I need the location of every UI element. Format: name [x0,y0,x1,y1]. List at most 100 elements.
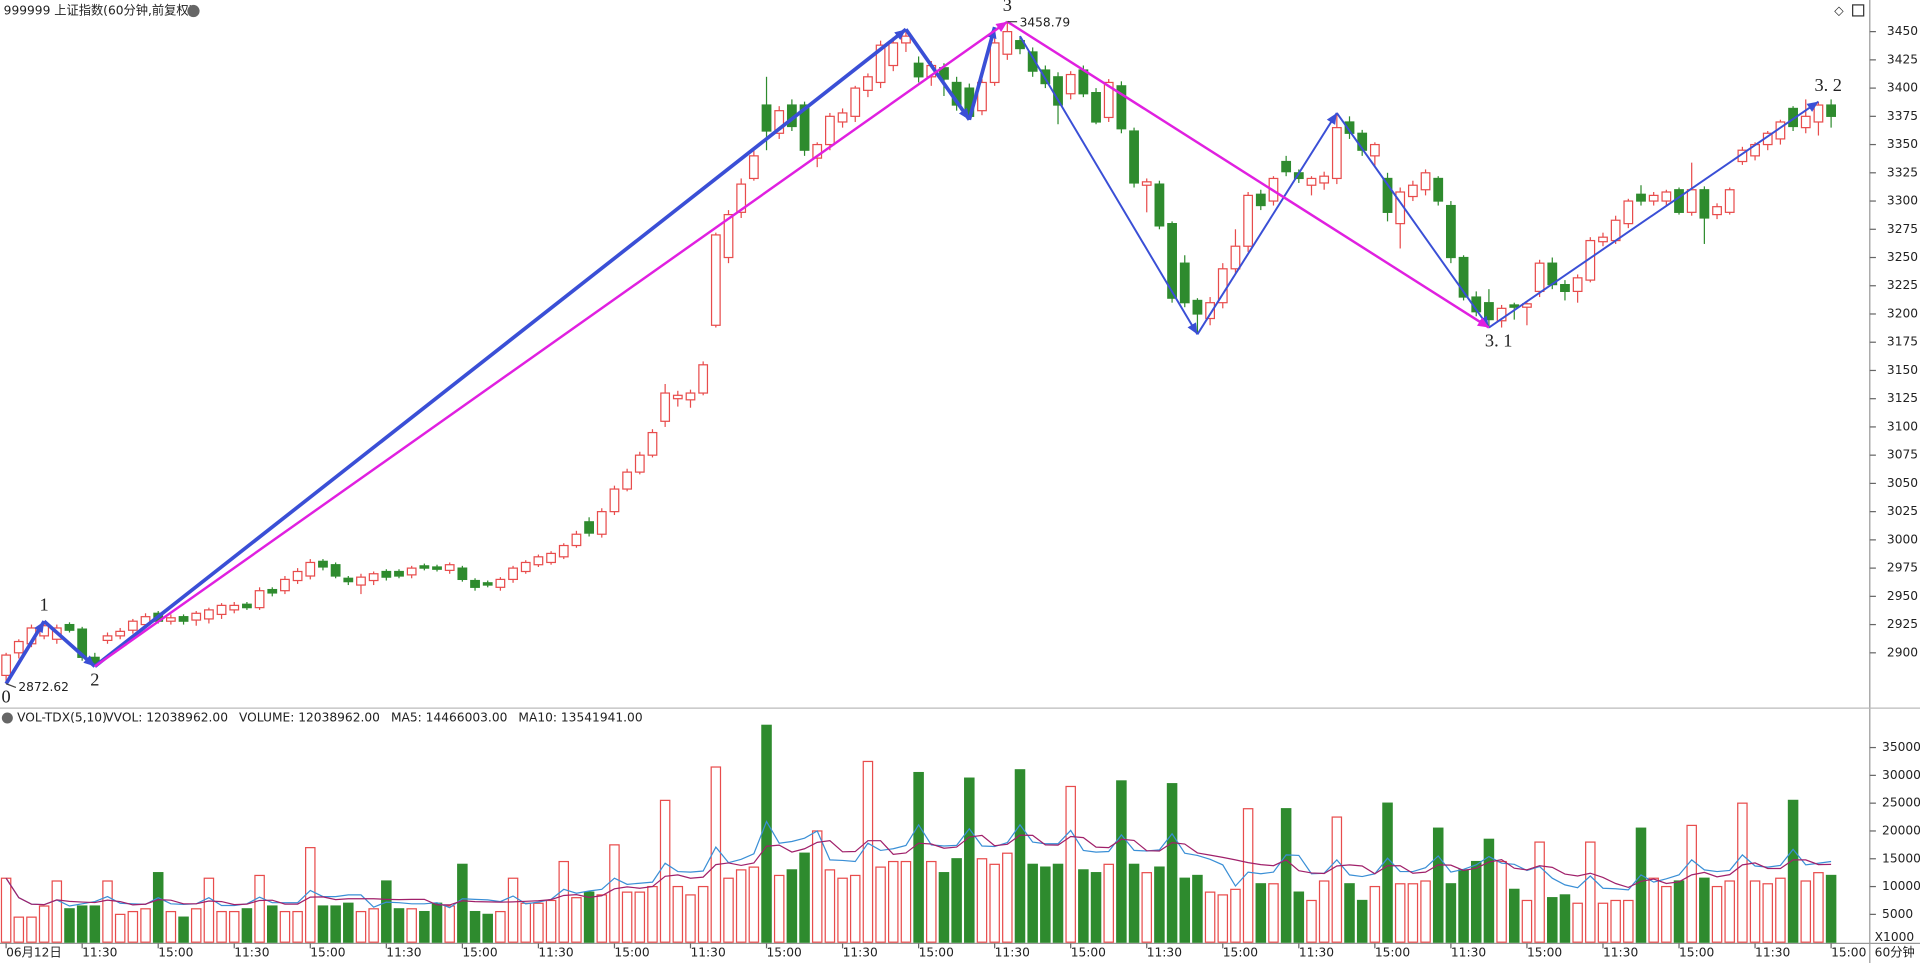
volume-bar [964,777,975,943]
candle-body [698,364,709,394]
y-tick-label: 3350 [1887,137,1918,151]
volume-bar [926,860,937,943]
candle-body [216,604,227,616]
volume-bar [1445,883,1457,943]
arrowhead [958,107,970,120]
volume-bar [1204,891,1216,943]
candle-body [774,110,785,134]
candle-body [685,392,696,401]
volume-bar [647,885,658,943]
volume-bar [609,844,620,943]
volume-bar [1318,880,1330,943]
volume-bar [1597,902,1609,943]
candle-body [989,42,1000,84]
indicator-icon[interactable] [1,712,13,724]
candle-body [622,471,633,490]
menu-icon[interactable] [187,4,200,18]
volume-tick-label: 20000 [1882,823,1920,837]
x-tick-label: 11:30 [1299,946,1334,960]
candle-body [470,579,480,588]
volume-bar [913,771,924,943]
icon-diamond[interactable]: ◇ [1834,4,1844,18]
volume-bar [127,910,139,943]
candle-body [1724,189,1735,213]
indicator-value: MA5: 14466003.00 [391,710,507,724]
candle-body [102,635,113,642]
volume-bar [1356,899,1368,943]
candle-body [1192,299,1203,315]
volume-bar [723,877,734,943]
volume-bar [216,910,227,943]
volume-bar [1407,883,1419,943]
volume-bar [900,860,912,943]
volume-bar [469,910,481,943]
volume-bar [355,910,367,943]
volume-bar [1508,888,1520,943]
candle-body [710,234,721,326]
candle-body [1230,245,1241,270]
volume-bar [875,866,886,943]
candle-body [1560,284,1570,293]
candle-body [1369,143,1380,157]
volume-bar [520,902,531,943]
x-tick-label: 15:00 [614,946,649,960]
x-tick-label: 11:30 [386,946,421,960]
wave-label: 1 [40,595,49,615]
volume-bar [672,885,684,943]
ma10-line [5,834,1832,906]
volume-bar [697,885,709,943]
volume-bar [1179,877,1191,943]
volume-bar [1040,866,1051,943]
volume-bar [495,910,506,943]
trend-segment [967,26,997,121]
wave-label: 2 [90,669,99,689]
candle-body [280,578,290,592]
candle-body [1179,262,1190,304]
volume-bar [267,905,278,943]
volume-bar [444,905,455,943]
volume-tick-label: 30000 [1882,768,1920,782]
volume-bar [0,877,12,943]
trend-segment [1019,35,1199,335]
volume-bar [811,830,823,943]
volume-bar [1230,888,1241,943]
volume-bar [228,910,240,943]
trend-segment [904,28,971,121]
candle-body [1103,81,1114,119]
x-tick-label: 06月12日 [6,946,62,960]
y-tick-label: 3425 [1887,52,1918,66]
y-tick-label: 3000 [1887,532,1918,546]
x-tick-label: 15:00 [158,946,193,960]
volume-bar [1711,885,1723,943]
candle-body [394,570,404,577]
volume-bar [1496,860,1507,943]
candle-body [432,566,442,570]
volume-bar [241,908,253,943]
volume-bar [1432,827,1444,943]
candle-body [482,582,493,586]
candle-body [584,521,595,534]
volume-unit: X1000 [1875,930,1915,944]
volume-bar [1293,891,1305,943]
volume-bar [1002,852,1013,943]
volume-bar [761,724,772,943]
indicator-value: VOLUME: 12038962.00 [239,710,380,724]
volume-tick-label: 5000 [1882,907,1913,921]
candle-body [267,588,278,594]
icon-window[interactable] [1852,4,1865,17]
candle-body [1065,73,1076,95]
candle-body [254,590,265,609]
candle-body [1674,189,1684,213]
volume-tick-label: 35000 [1882,740,1920,754]
candle-body [1243,194,1254,247]
volume-bar [381,880,392,943]
arrowhead [1326,112,1337,125]
candle-body [761,104,772,132]
volume-bar [203,877,215,943]
trend-segment [1336,112,1490,329]
candle-body [520,561,531,573]
candle-body [748,155,759,180]
volume-bar [1116,780,1127,943]
volume-bar [1686,824,1697,943]
arrowhead [83,655,95,667]
